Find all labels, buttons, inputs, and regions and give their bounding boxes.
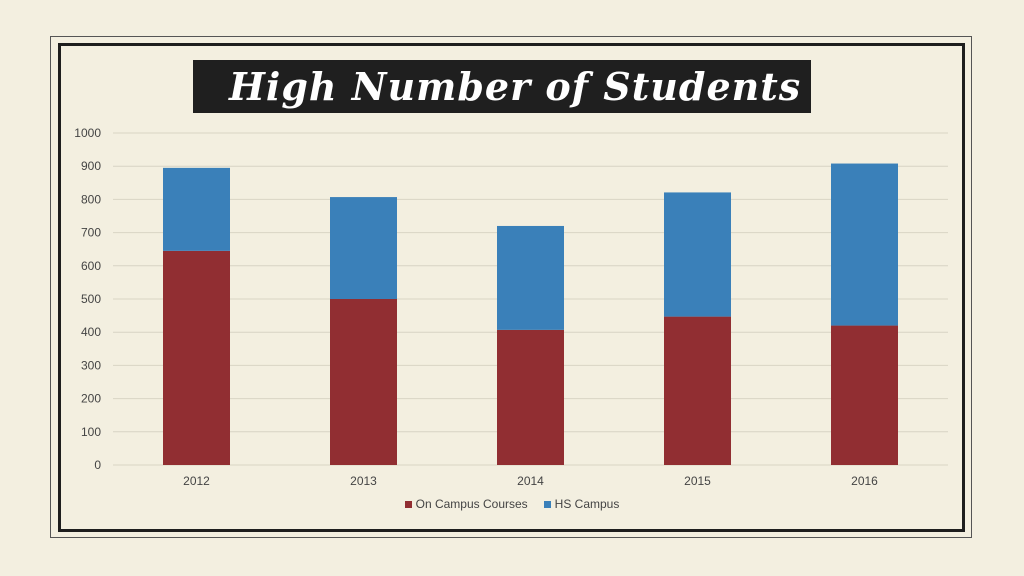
legend-swatch-on-campus	[404, 500, 412, 508]
y-tick-label: 200	[81, 392, 101, 406]
x-tick-label-2016: 2016	[851, 474, 878, 488]
x-tick-label-2014: 2014	[517, 474, 544, 488]
y-tick-label: 700	[81, 226, 101, 240]
y-tick-label: 800	[81, 192, 101, 206]
bar-hs-campus-2015	[664, 192, 731, 317]
bar-on-campus-2015	[664, 316, 731, 465]
y-tick-label: 300	[81, 358, 101, 372]
legend-item-hs-campus: HS Campus	[543, 497, 620, 511]
y-tick-label: 600	[81, 259, 101, 273]
bar-hs-campus-2013	[330, 197, 397, 299]
y-tick-label: 400	[81, 325, 101, 339]
x-tick-label-2013: 2013	[350, 474, 377, 488]
bar-hs-campus-2014	[497, 225, 564, 330]
bar-on-campus-2013	[330, 299, 397, 465]
x-tick-label-2012: 2012	[183, 474, 210, 488]
bar-hs-campus-2016	[831, 163, 898, 326]
bar-on-campus-2014	[497, 329, 564, 465]
legend-item-on-campus: On Campus Courses	[404, 497, 528, 511]
y-tick-label: 100	[81, 425, 101, 439]
bar-hs-campus-2012	[163, 167, 230, 251]
y-tick-label: 0	[94, 458, 101, 472]
bar-layer	[163, 163, 898, 465]
title-band: High Number of Students	[193, 60, 811, 113]
bar-on-campus-2012	[163, 250, 230, 465]
outer-frame	[50, 36, 972, 538]
x-tick-label-2015: 2015	[684, 474, 711, 488]
legend-label-hs-campus: HS Campus	[554, 497, 620, 511]
legend-label-on-campus: On Campus Courses	[415, 497, 528, 511]
legend-swatch-hs-campus	[543, 500, 551, 508]
y-tick-label: 900	[81, 159, 101, 173]
y-tick-label: 1000	[74, 126, 101, 140]
bar-on-campus-2016	[831, 325, 898, 465]
y-tick-label: 500	[81, 292, 101, 306]
inner-frame	[58, 43, 965, 532]
chart-title: High Number of Students	[229, 64, 802, 109]
label-layer: 0 100 200 300 400 500 600 700 800 900 1000 2012 2013…	[74, 126, 878, 488]
legend: On Campus Courses HS Campus	[0, 497, 1024, 511]
